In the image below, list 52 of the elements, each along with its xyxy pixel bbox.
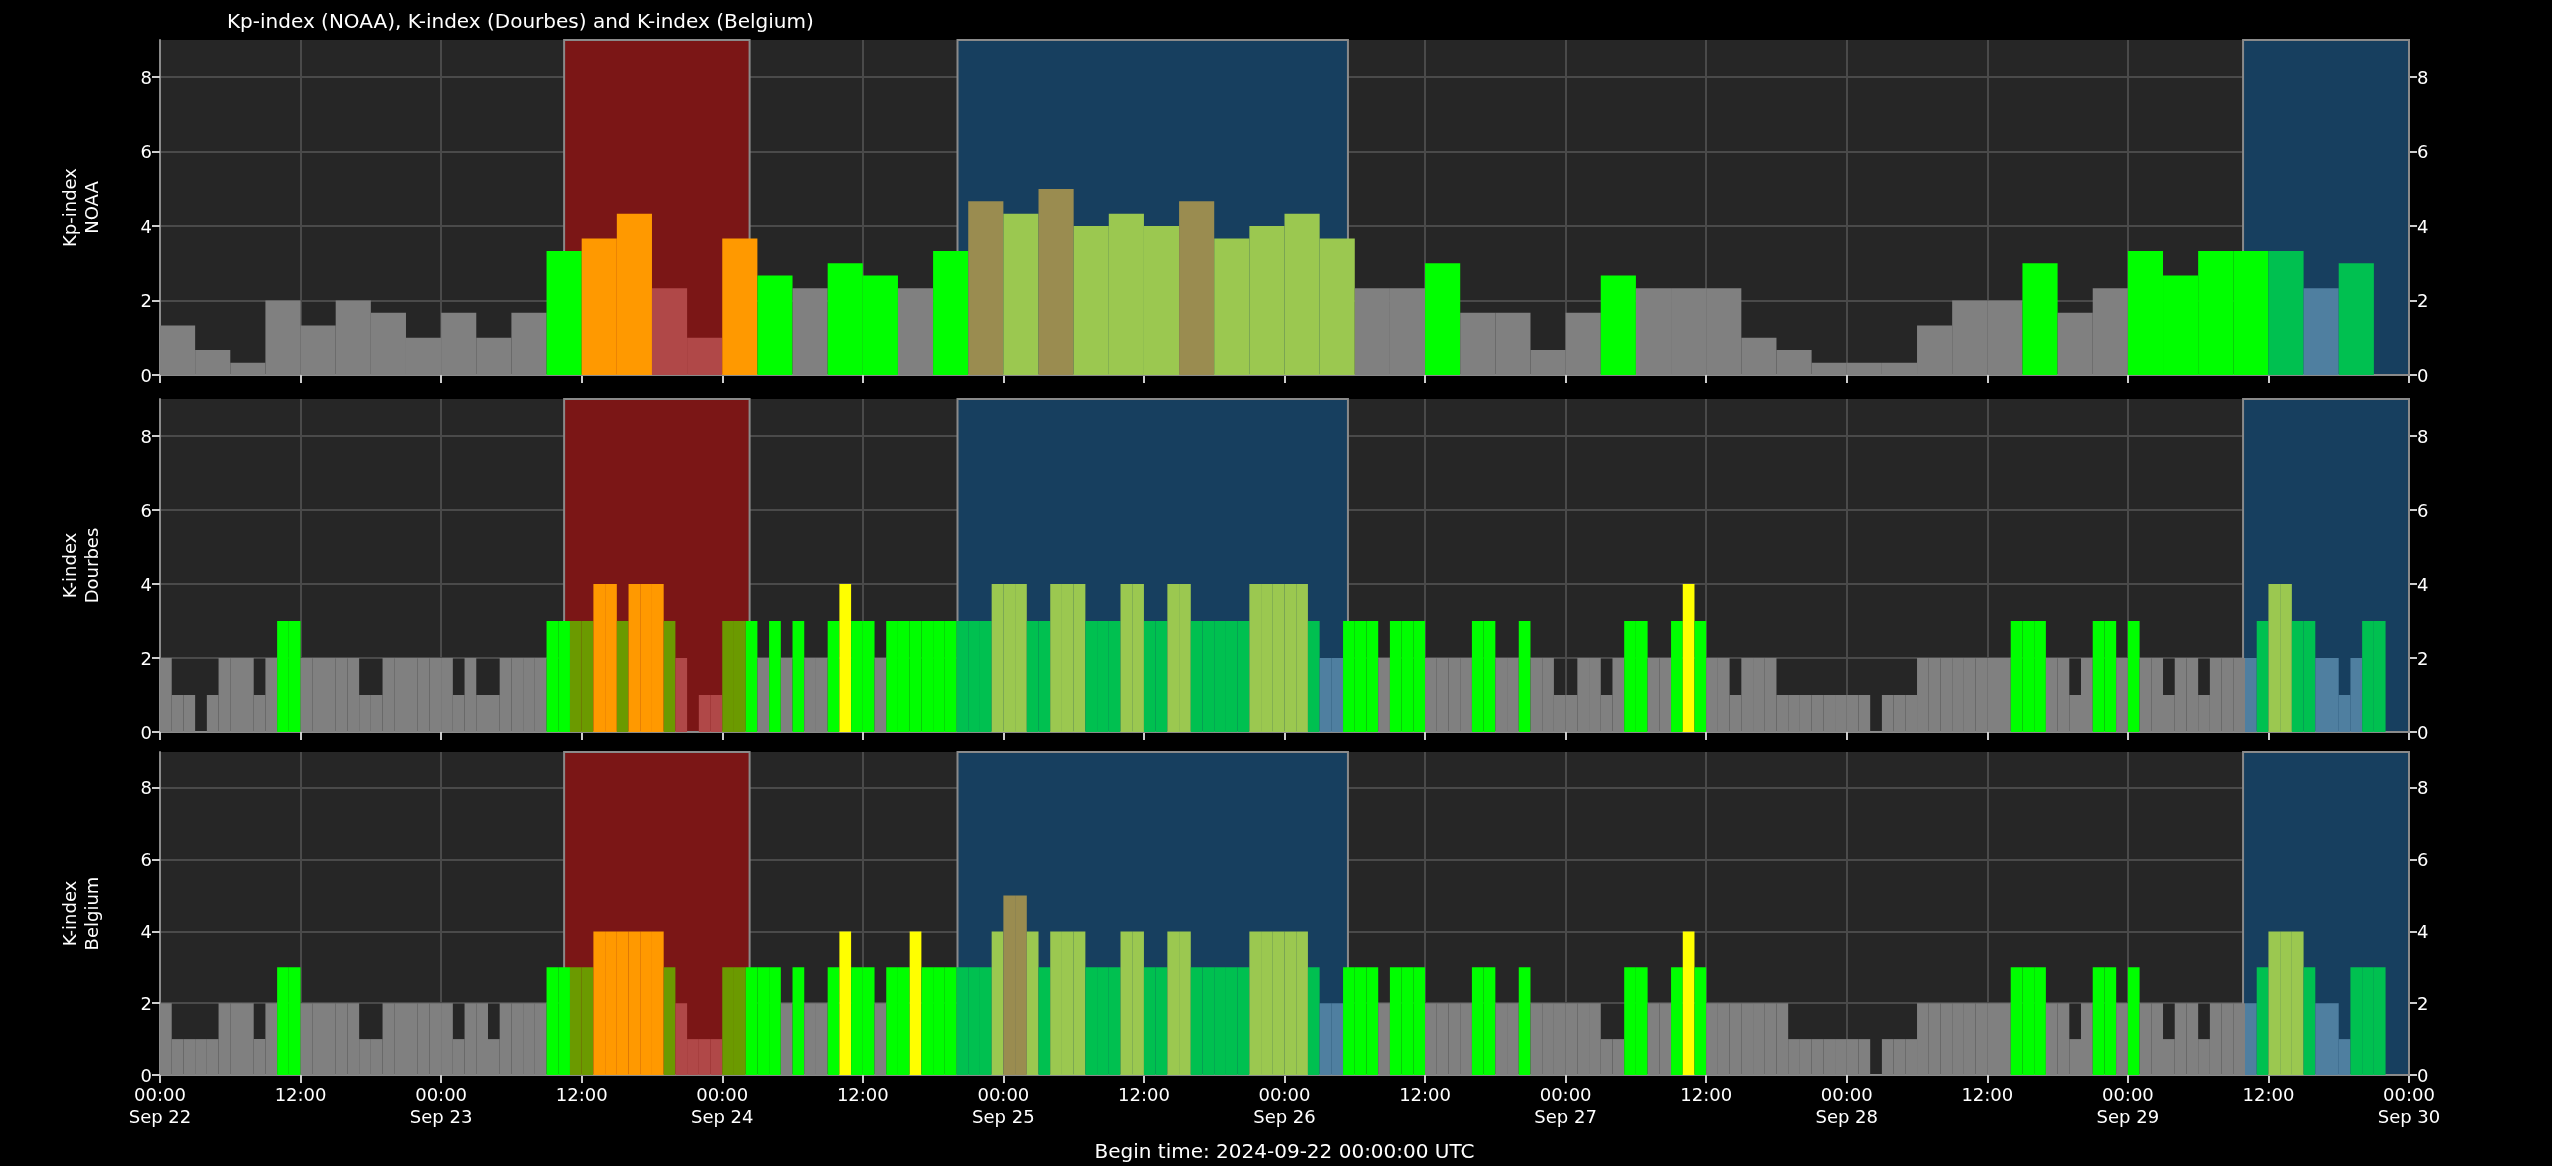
y-tick-label: 6 (140, 499, 152, 521)
y2-tick-label: 2 (2417, 290, 2429, 312)
y2-tick-label: 4 (2417, 215, 2429, 237)
y2-tick-label: 8 (2417, 777, 2429, 799)
chart-title: Kp-index (NOAA), K-index (Dourbes) and K-index (Belgium) (227, 9, 814, 33)
y-axis-title: Kp-index NOAA (58, 167, 102, 247)
x-tick-label: 12:00 (274, 1083, 327, 1105)
x-tick-label: 00:00 Sep 26 (1253, 1083, 1316, 1127)
y2-tick-label: 8 (2417, 66, 2429, 88)
y-tick-label: 2 (140, 992, 152, 1014)
y-tick-label: 0 (140, 1064, 152, 1086)
y2-tick-label: 2 (2417, 992, 2429, 1014)
y2-tick-label: 0 (2417, 364, 2429, 386)
x-tick-label: 00:00 Sep 23 (409, 1083, 473, 1127)
y2-tick-label: 6 (2417, 849, 2429, 871)
y2-tick-label: 6 (2417, 499, 2429, 521)
y2-tick-label: 4 (2417, 573, 2429, 595)
x-tick-label: 12:00 (1118, 1083, 1170, 1105)
y2-tick-label: 0 (2417, 1064, 2429, 1086)
x-axis-title: Begin time: 2024-09-22 00:00:00 UTC (1094, 1139, 1475, 1163)
y-axis-title: K-index Belgium (58, 876, 102, 951)
y-tick-label: 4 (140, 573, 152, 595)
y2-tick-label: 0 (2417, 721, 2429, 743)
y-tick-label: 2 (140, 290, 152, 312)
x-tick-label: 00:00 Sep 25 (972, 1083, 1035, 1127)
x-tick-label: 12:00 (1961, 1083, 2014, 1105)
y-tick-label: 0 (140, 364, 152, 386)
x-tick-label: 00:00 Sep 27 (1534, 1083, 1597, 1127)
y-tick-label: 4 (140, 215, 152, 237)
y-tick-label: 8 (140, 66, 152, 88)
x-tick-label: 12:00 (836, 1083, 889, 1105)
x-tick-label: 00:00 Sep 22 (128, 1083, 192, 1127)
y-tick-label: 2 (140, 647, 152, 669)
y2-tick-label: 8 (2417, 425, 2429, 447)
y-tick-label: 8 (140, 777, 152, 799)
y-tick-label: 0 (140, 721, 152, 743)
x-tick-label: 00:00 Sep 24 (690, 1083, 754, 1127)
y-tick-label: 6 (140, 849, 152, 871)
x-tick-label: 00:00 Sep 29 (2096, 1083, 2160, 1127)
x-tick-label: 12:00 (555, 1083, 608, 1105)
x-tick-label: 12:00 (1680, 1083, 1733, 1105)
x-tick-label: 12:00 (1399, 1083, 1451, 1105)
y-tick-label: 8 (140, 425, 152, 447)
y2-tick-label: 4 (2417, 920, 2429, 942)
y-axis-title: K-index Dourbes (58, 527, 102, 604)
x-tick-label: 12:00 (2242, 1083, 2295, 1105)
x-tick-label: 00:00 Sep 30 (2377, 1083, 2441, 1127)
y2-tick-label: 2 (2417, 647, 2429, 669)
y-tick-label: 6 (140, 141, 152, 163)
y2-tick-label: 6 (2417, 141, 2429, 163)
x-tick-label: 00:00 Sep 28 (1815, 1083, 1879, 1127)
y-tick-label: 4 (140, 920, 152, 942)
